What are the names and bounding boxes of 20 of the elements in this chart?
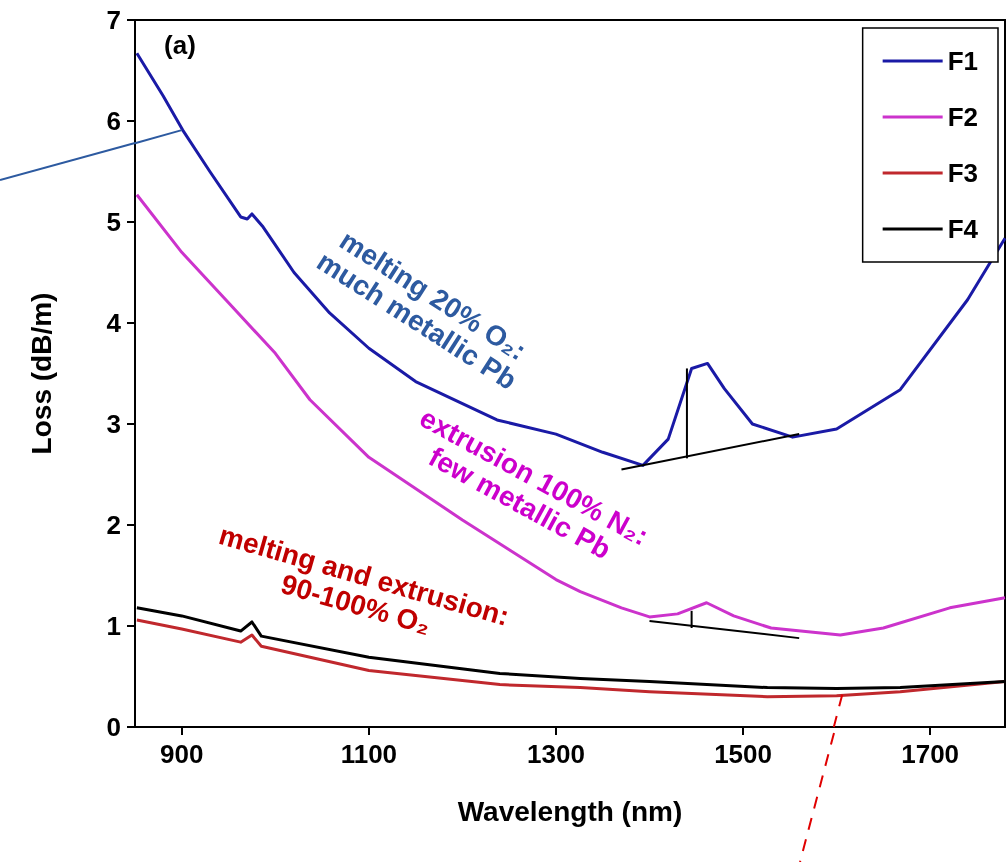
legend-label: F3 bbox=[947, 158, 978, 188]
y-tick-label: 3 bbox=[106, 409, 121, 439]
y-axis-title: Loss (dB/m) bbox=[25, 292, 57, 455]
y-tick-label: 4 bbox=[106, 308, 122, 338]
x-tick-label: 1500 bbox=[714, 739, 772, 769]
y-tick-label: 6 bbox=[106, 106, 121, 136]
y-tick-label: 2 bbox=[106, 510, 121, 540]
legend-label: F4 bbox=[947, 214, 979, 244]
x-axis-title: Wavelength (nm) bbox=[457, 795, 683, 827]
annotation: (a) bbox=[164, 30, 196, 60]
x-tick-label: 1700 bbox=[901, 739, 960, 769]
y-tick-label: 1 bbox=[106, 611, 121, 641]
x-tick-label: 900 bbox=[160, 739, 204, 769]
x-tick-label: 1300 bbox=[527, 739, 585, 769]
legend-label: F1 bbox=[947, 46, 978, 76]
y-tick-label: 0 bbox=[106, 712, 121, 742]
y-tick-label: 5 bbox=[106, 207, 121, 237]
x-tick-label: 1100 bbox=[340, 739, 398, 769]
y-tick-label: 7 bbox=[106, 5, 121, 35]
legend-label: F2 bbox=[947, 102, 978, 132]
